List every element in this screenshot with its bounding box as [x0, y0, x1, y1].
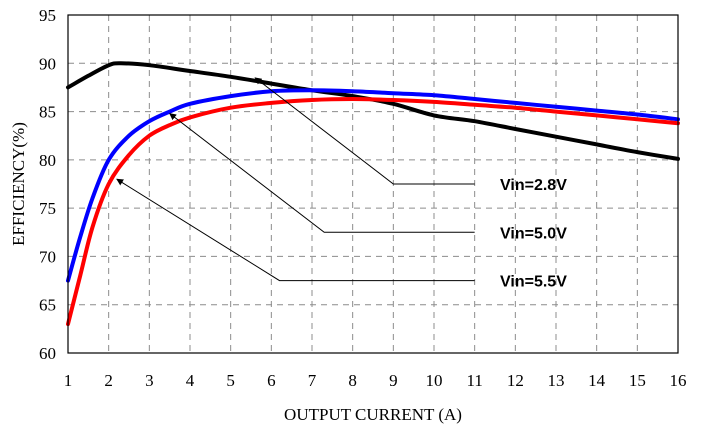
series-label-vin-5-5v: Vin=5.5V — [500, 274, 567, 291]
x-tick-label: 6 — [267, 371, 276, 390]
y-tick-label: 95 — [39, 6, 56, 25]
leader-line-vin-5-0v — [169, 113, 475, 233]
y-axis-ticks: 60 65 70 75 80 85 90 95 — [39, 6, 56, 363]
x-tick-label: 13 — [548, 371, 565, 390]
series-line-vin-5-0v — [66, 88, 680, 283]
y-tick-label: 85 — [39, 103, 56, 122]
y-tick-label: 90 — [39, 54, 56, 73]
y-tick-label: 80 — [39, 151, 56, 170]
x-axis-title: OUTPUT CURRENT (A) — [284, 405, 462, 424]
y-tick-label: 70 — [39, 247, 56, 266]
x-tick-label: 15 — [629, 371, 646, 390]
x-tick-label: 16 — [670, 371, 687, 390]
series-line-vin-2-8v — [66, 61, 680, 161]
x-tick-label: 5 — [226, 371, 235, 390]
series-layer — [66, 61, 680, 326]
x-tick-label: 14 — [588, 371, 606, 390]
x-tick-label: 12 — [507, 371, 524, 390]
series-line-vin-5-5v — [66, 97, 680, 326]
x-tick-label: 9 — [389, 371, 398, 390]
leader-layer — [116, 77, 475, 282]
x-tick-label: 7 — [308, 371, 317, 390]
series-label-vin-2-8v: Vin=2.8V — [500, 177, 567, 194]
leader-line-vin-5-5v — [116, 178, 475, 282]
y-tick-label: 75 — [39, 199, 56, 218]
y-axis-title: EFFICIENCY(%) — [9, 122, 28, 246]
x-axis-ticks: 1 2 3 4 5 6 7 8 9 10 11 12 13 14 15 16 — [64, 371, 687, 390]
x-tick-label: 8 — [348, 371, 357, 390]
y-tick-label: 60 — [39, 344, 56, 363]
plot-frame — [67, 14, 679, 354]
leader-line-vin-2-8v — [254, 77, 475, 185]
series-label-vin-5-0v: Vin=5.0V — [500, 225, 567, 242]
x-tick-label: 2 — [104, 371, 113, 390]
x-tick-label: 1 — [64, 371, 73, 390]
y-tick-label: 65 — [39, 296, 56, 315]
x-tick-label: 3 — [145, 371, 154, 390]
x-tick-label: 4 — [186, 371, 195, 390]
series-labels: Vin=2.8V Vin=5.0V Vin=5.5V — [500, 177, 567, 291]
x-tick-label: 10 — [426, 371, 443, 390]
x-tick-label: 11 — [466, 371, 482, 390]
